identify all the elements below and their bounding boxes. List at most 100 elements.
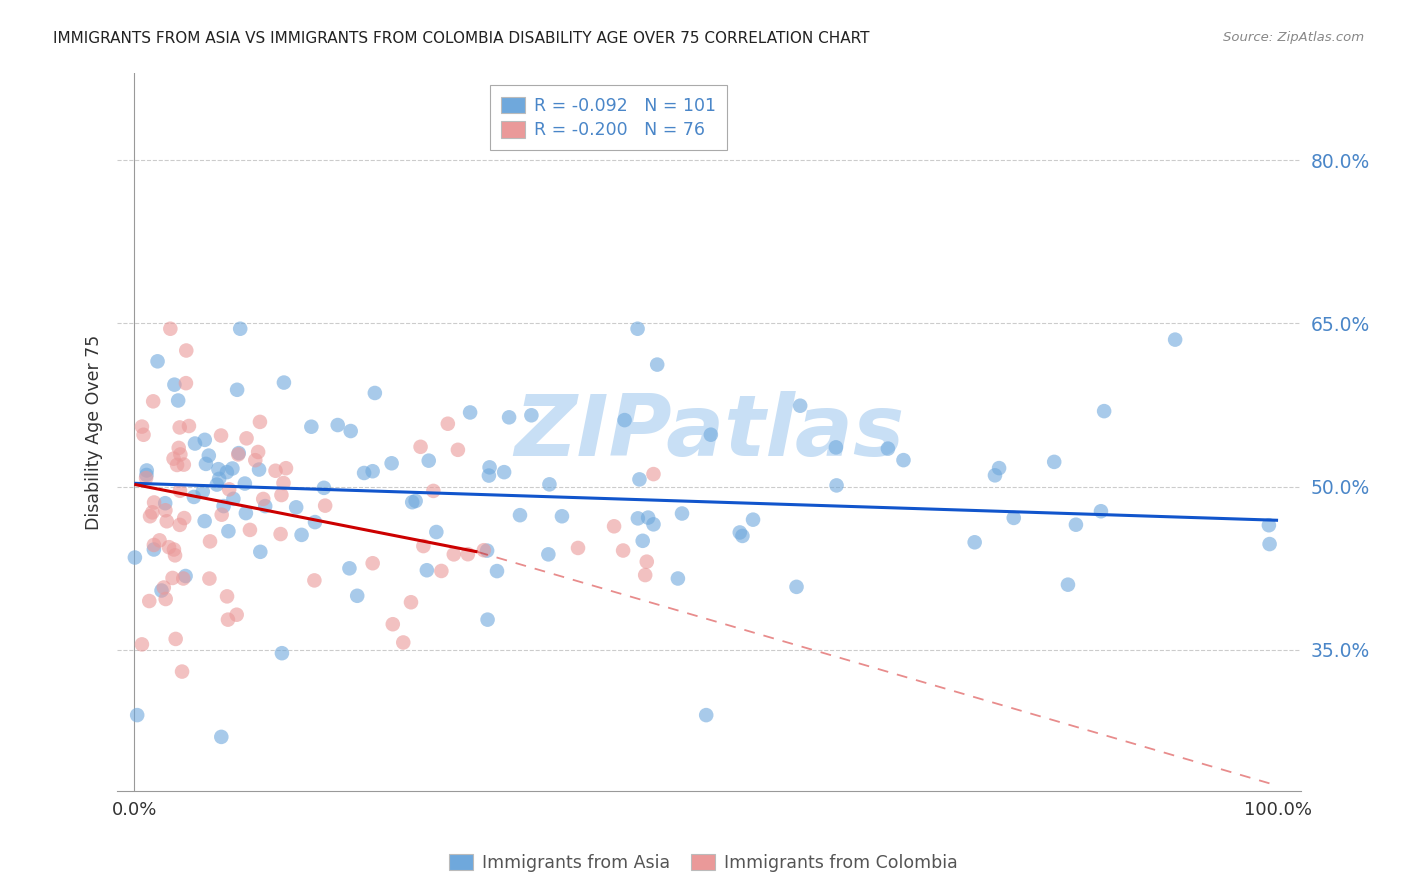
Point: [520, 409, 543, 423]
Point: [174, 569, 197, 583]
Point: [226, 447, 249, 461]
Point: [135, 463, 157, 477]
Point: [142, 394, 165, 409]
Point: [877, 442, 900, 456]
Point: [643, 517, 665, 532]
Point: [169, 420, 191, 434]
Point: [249, 415, 271, 429]
Point: [637, 510, 659, 524]
Point: [156, 514, 179, 528]
Point: [163, 549, 186, 563]
Point: [645, 358, 668, 372]
Point: [1057, 577, 1080, 591]
Point: [666, 572, 689, 586]
Point: [285, 500, 308, 515]
Point: [789, 399, 811, 413]
Point: [245, 453, 267, 467]
Point: [225, 607, 247, 622]
Point: [141, 505, 163, 519]
Point: [152, 581, 174, 595]
Point: [167, 393, 190, 408]
Point: [155, 503, 177, 517]
Point: [169, 447, 191, 461]
Point: [399, 595, 422, 609]
Legend: R = -0.092   N = 101, R = -0.200   N = 76: R = -0.092 N = 101, R = -0.200 N = 76: [489, 86, 727, 151]
Point: [695, 708, 717, 723]
Point: [138, 594, 160, 608]
Point: [218, 483, 240, 497]
Point: [475, 543, 498, 558]
Point: [299, 419, 322, 434]
Point: [416, 563, 439, 577]
Point: [425, 524, 447, 539]
Point: [163, 542, 186, 557]
Point: [418, 453, 440, 467]
Point: [478, 460, 501, 475]
Point: [361, 556, 384, 570]
Point: [636, 555, 658, 569]
Point: [132, 427, 155, 442]
Point: [135, 471, 157, 485]
Point: [163, 377, 186, 392]
Point: [170, 665, 193, 679]
Point: [628, 472, 651, 486]
Point: [472, 543, 495, 558]
Point: [209, 730, 232, 744]
Text: ZIPatlas: ZIPatlas: [515, 391, 904, 474]
Point: [135, 467, 157, 482]
Point: [498, 410, 520, 425]
Point: [146, 354, 169, 368]
Point: [222, 491, 245, 506]
Point: [194, 433, 217, 447]
Point: [211, 508, 233, 522]
Point: [731, 529, 754, 543]
Point: [235, 506, 257, 520]
Point: [249, 545, 271, 559]
Point: [254, 499, 277, 513]
Point: [361, 464, 384, 478]
Point: [353, 466, 375, 480]
Point: [148, 533, 170, 548]
Point: [634, 568, 657, 582]
Point: [457, 547, 479, 561]
Point: [627, 511, 650, 525]
Point: [127, 708, 149, 723]
Point: [271, 646, 294, 660]
Point: [401, 495, 423, 509]
Point: [217, 613, 239, 627]
Point: [304, 574, 326, 588]
Point: [252, 491, 274, 506]
Point: [159, 322, 181, 336]
Point: [1092, 404, 1115, 418]
Point: [742, 513, 765, 527]
Point: [893, 453, 915, 467]
Point: [274, 461, 297, 475]
Point: [612, 543, 634, 558]
Point: [247, 462, 270, 476]
Point: [173, 458, 195, 472]
Point: [631, 533, 654, 548]
Point: [626, 322, 648, 336]
Point: [825, 478, 848, 492]
Point: [509, 508, 531, 523]
Point: [443, 547, 465, 561]
Point: [270, 488, 292, 502]
Point: [174, 376, 197, 391]
Point: [551, 509, 574, 524]
Point: [155, 592, 177, 607]
Point: [671, 507, 693, 521]
Point: [364, 386, 387, 401]
Point: [183, 490, 205, 504]
Point: [150, 583, 173, 598]
Point: [177, 419, 200, 434]
Point: [143, 495, 166, 509]
Point: [458, 405, 481, 419]
Point: [314, 499, 336, 513]
Point: [786, 580, 808, 594]
Point: [477, 613, 499, 627]
Point: [208, 472, 231, 486]
Point: [567, 541, 589, 555]
Point: [963, 535, 986, 549]
Point: [405, 494, 427, 508]
Point: [273, 376, 295, 390]
